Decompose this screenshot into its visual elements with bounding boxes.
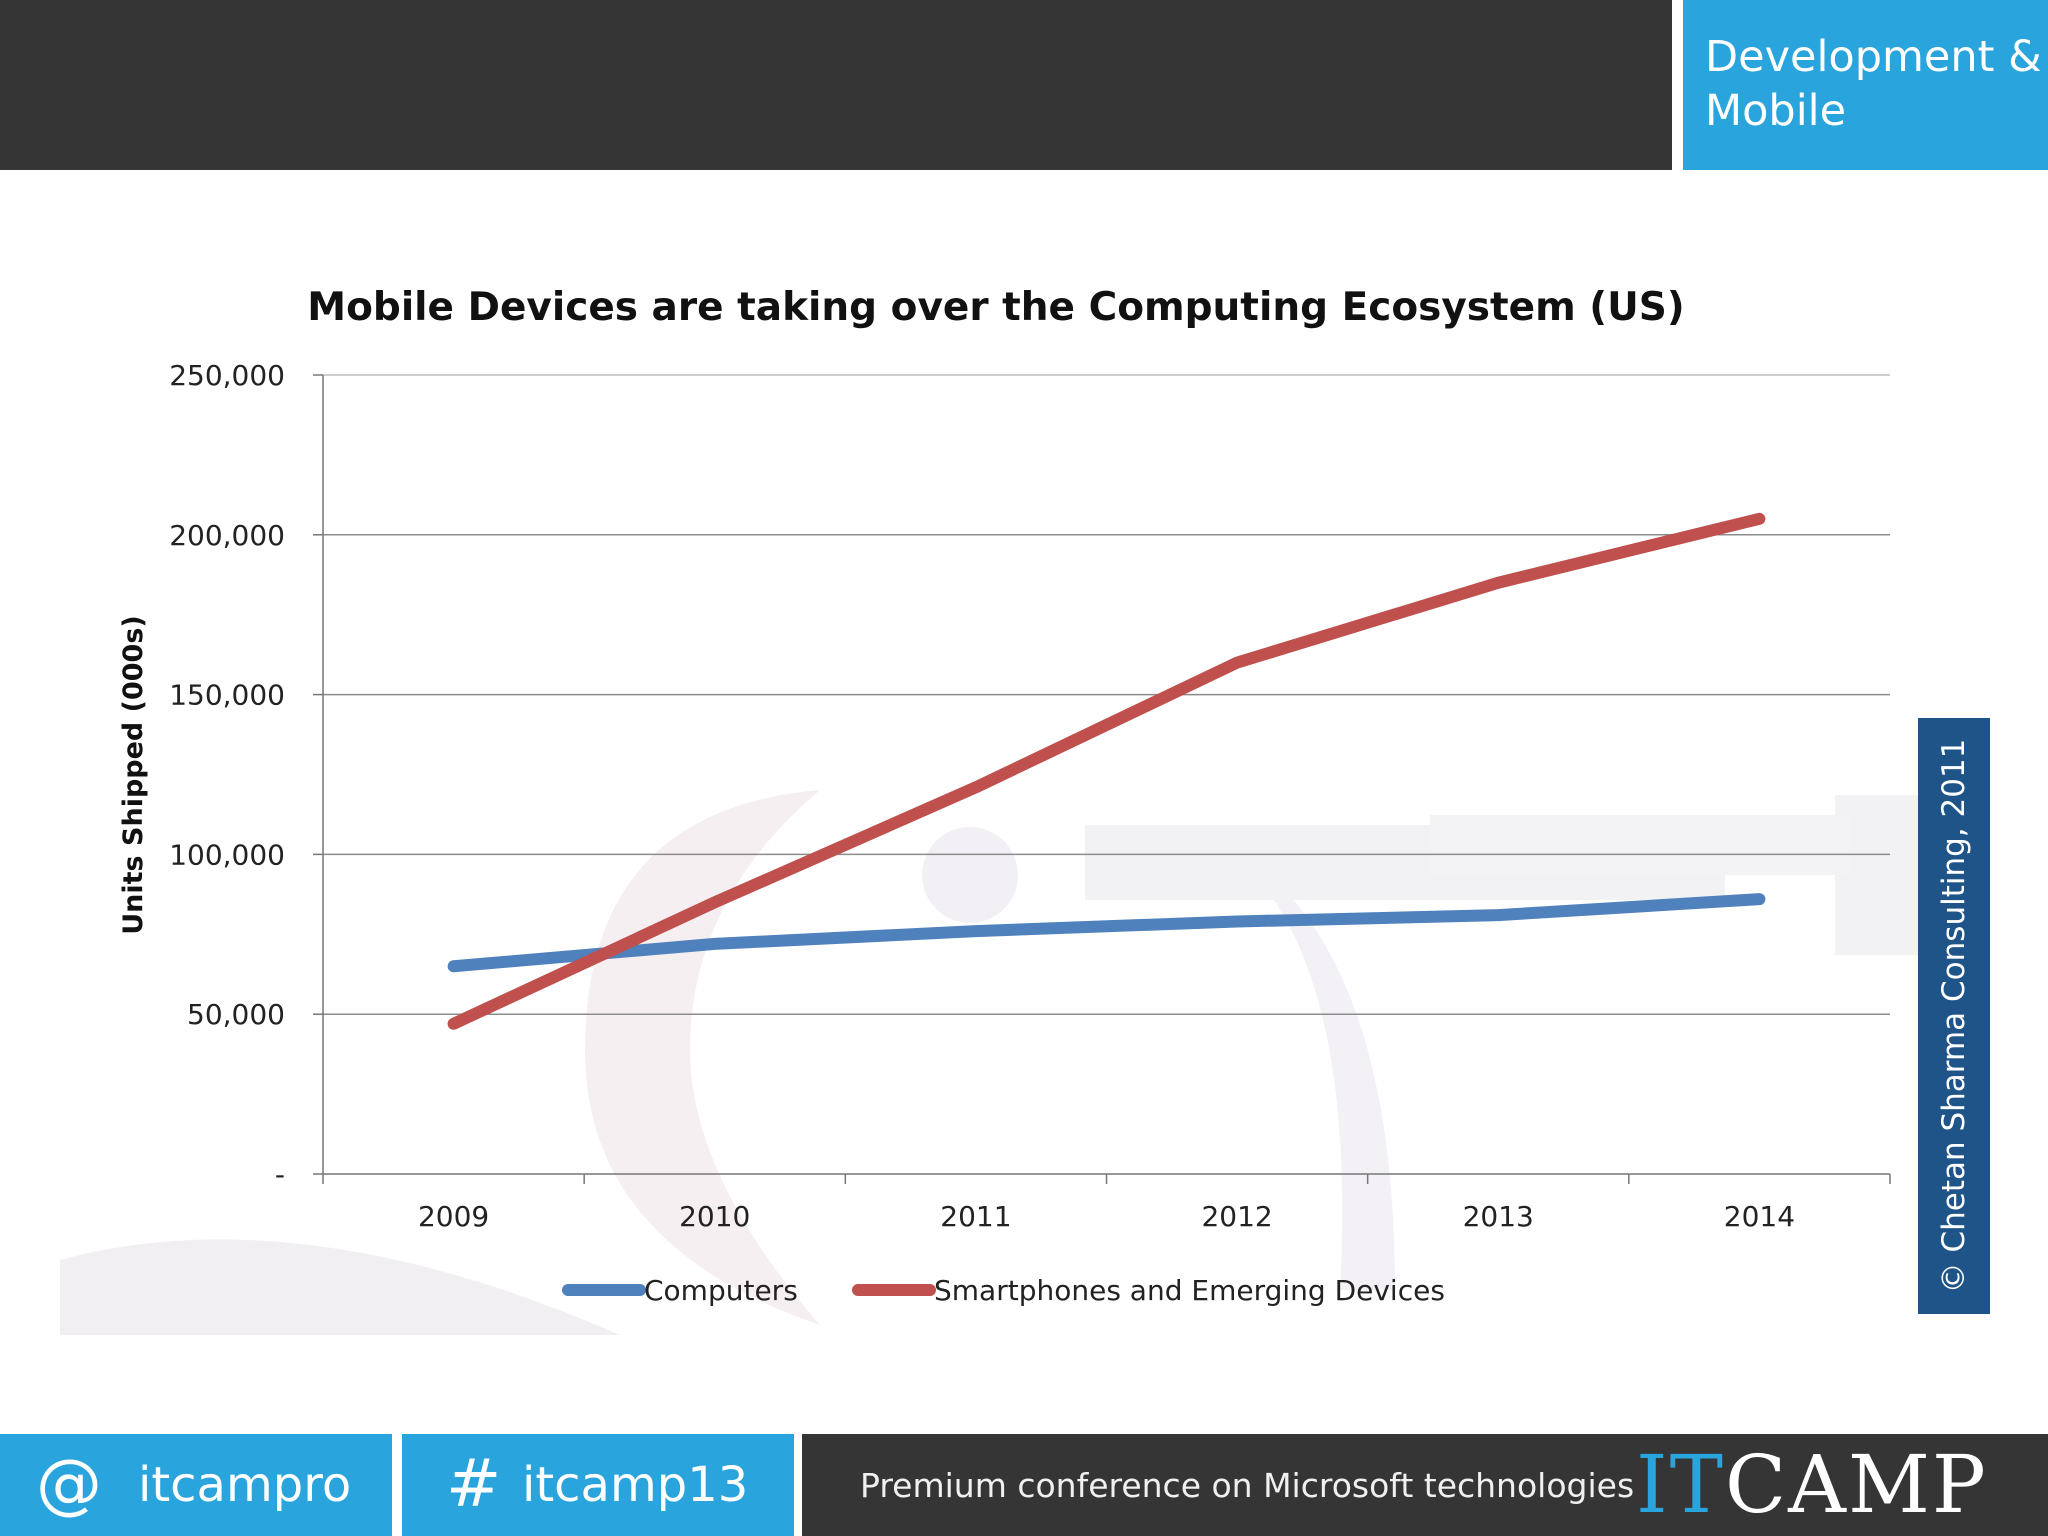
itcamp-logo: ITCAMP: [1636, 1440, 1988, 1530]
series-line-smartphones: [447, 512, 1766, 1030]
series-lines: [447, 512, 1766, 1030]
copyright-text: © Chetan Sharma Consulting, 2011: [1936, 738, 1972, 1294]
data-point: [452, 1022, 455, 1025]
y-tick-labels: - 50,000 100,000 150,000 200,000 250,000: [169, 359, 285, 1191]
legend-label: Smartphones and Emerging Devices: [934, 1274, 1445, 1307]
data-point: [713, 942, 716, 945]
y-axis-label: Units Shipped (000s): [118, 615, 149, 935]
x-tick-label: 2014: [1724, 1200, 1795, 1233]
x-tick-label: 2009: [418, 1200, 489, 1233]
x-tick-labels: 2009 2010 2011 2012 2013 2014: [418, 1200, 1795, 1233]
copyright-badge: © Chetan Sharma Consulting, 2011: [1918, 718, 1990, 1314]
y-tick-label: 250,000: [169, 359, 285, 392]
x-tick-label: 2012: [1201, 1200, 1272, 1233]
section-tag-line2: Mobile: [1705, 86, 1847, 136]
data-point: [713, 901, 716, 904]
data-point: [1497, 914, 1500, 917]
section-tag-line1: Development &: [1705, 32, 2042, 82]
grid-lines: [323, 374, 1890, 1015]
footer-hashtag: # itcamp13: [402, 1434, 794, 1536]
y-tick-label: 100,000: [169, 838, 285, 871]
footer-tagline: Premium conference on Microsoft technolo…: [860, 1466, 1635, 1505]
logo-it: IT: [1636, 1438, 1725, 1531]
logo-camp: CAMP: [1724, 1438, 1988, 1531]
section-tag: Development & Mobile: [1683, 0, 2048, 170]
data-point: [1497, 581, 1500, 584]
header-bar: [0, 0, 1672, 170]
series-line-computers: [447, 893, 1766, 973]
line-chart: Mobile Devices are taking over the Compu…: [118, 285, 1891, 1307]
y-tick-label: 50,000: [187, 998, 285, 1031]
legend-label: Computers: [644, 1274, 798, 1307]
legend: Computers Smartphones and Emerging Device…: [562, 1274, 1445, 1307]
data-point: [1236, 661, 1239, 664]
at-icon: @: [36, 1445, 102, 1522]
hash-icon: #: [446, 1445, 502, 1522]
chart-title: Mobile Devices are taking over the Compu…: [307, 285, 1684, 330]
y-tick-label: 200,000: [169, 519, 285, 552]
data-point: [1758, 517, 1761, 520]
x-tick-label: 2011: [940, 1200, 1011, 1233]
x-tick-label: 2010: [679, 1200, 750, 1233]
data-point: [974, 786, 977, 789]
data-point: [974, 930, 977, 933]
data-point: [1236, 920, 1239, 923]
y-tick-label: -: [275, 1158, 285, 1191]
footer-handle: @ itcampro: [0, 1434, 392, 1536]
y-tick-label: 150,000: [169, 679, 285, 712]
data-point: [452, 965, 455, 968]
footer-handle-text: itcampro: [138, 1457, 352, 1513]
axes: [313, 374, 1891, 1184]
footer-tagline-bar: Premium conference on Microsoft technolo…: [802, 1434, 2048, 1536]
footer-hashtag-text: itcamp13: [522, 1457, 749, 1513]
data-point: [1758, 898, 1761, 901]
x-tick-label: 2013: [1463, 1200, 1534, 1233]
